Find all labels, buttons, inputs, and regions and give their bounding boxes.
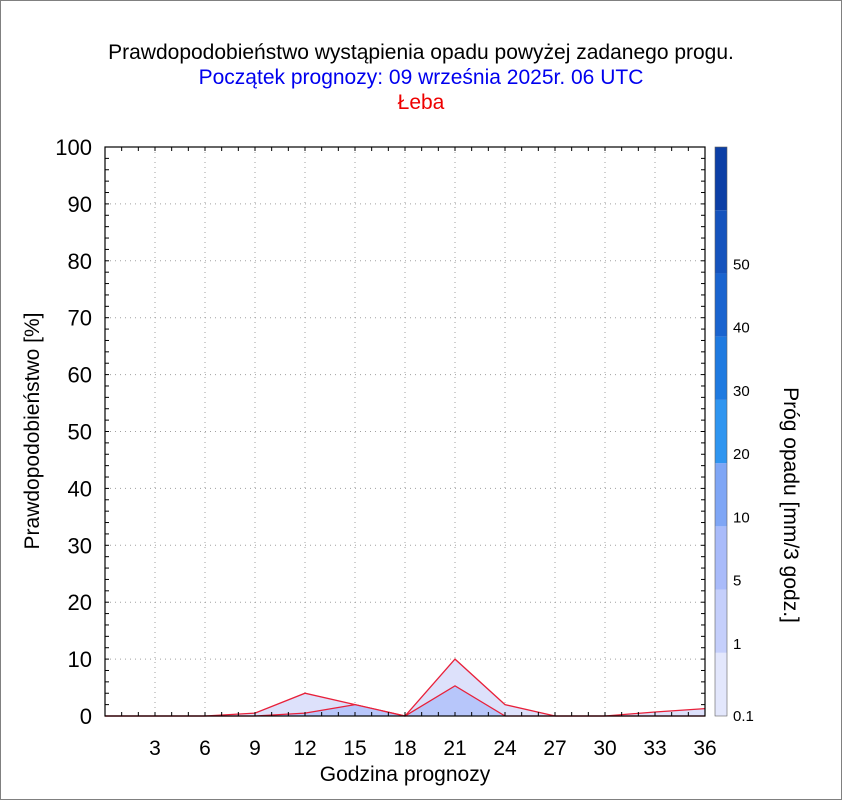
colorbar-segment bbox=[715, 652, 727, 716]
series-area-1 bbox=[105, 685, 705, 716]
colorbar: 0.1 1 5 10 20 30 40 50 bbox=[714, 146, 754, 725]
y-tick-label: 10 bbox=[68, 647, 92, 672]
x-tick-label: 9 bbox=[249, 737, 261, 760]
x-tick-label: 21 bbox=[443, 737, 466, 760]
x-tick-label: 12 bbox=[293, 737, 316, 760]
x-tick-label: 36 bbox=[693, 737, 716, 760]
y-tick-label: 80 bbox=[68, 249, 92, 274]
y-tick-label: 50 bbox=[68, 420, 92, 445]
colorbar-segment bbox=[715, 273, 727, 337]
colorbar-segment bbox=[715, 210, 727, 274]
x-tick-label: 27 bbox=[543, 737, 566, 760]
y-tick-label: 60 bbox=[68, 363, 92, 388]
colorbar-segment bbox=[715, 147, 727, 211]
colorbar-segment bbox=[715, 589, 727, 653]
colorbar-segment bbox=[715, 526, 727, 590]
colorbar-tick-label: 0.1 bbox=[733, 708, 754, 725]
y-axis-label: Prawdopodobieństwo [%] bbox=[21, 313, 44, 550]
colorbar-tick-label: 20 bbox=[733, 446, 750, 463]
x-tick-label: 6 bbox=[199, 737, 211, 760]
colorbar-tick-label: 40 bbox=[733, 320, 750, 337]
y-tick-label: 70 bbox=[68, 306, 92, 331]
x-tick-label: 30 bbox=[593, 737, 616, 760]
chart-titles: Prawdopodobieństwo wystąpienia opadu pow… bbox=[0, 40, 842, 115]
chart-location: Łeba bbox=[397, 91, 445, 114]
axes: 3 6 9 12 15 18 21 24 27 30 33 360102030405060708090… bbox=[55, 135, 716, 760]
grid bbox=[105, 146, 706, 716]
chart-title: Prawdopodobieństwo wystąpienia opadu pow… bbox=[108, 41, 734, 64]
series-line-1 bbox=[105, 685, 705, 717]
colorbar-tick-label: 30 bbox=[733, 383, 750, 400]
y-tick-label: 90 bbox=[68, 192, 92, 217]
colorbar-tick-label: 5 bbox=[733, 573, 741, 590]
colorbar-segment bbox=[715, 399, 727, 464]
y-tick-label: 20 bbox=[68, 590, 92, 615]
chart-subtitle: Początek prognozy: 09 września 2025r. 06… bbox=[198, 66, 644, 89]
colorbar-segment bbox=[715, 336, 727, 400]
y-tick-label: 40 bbox=[68, 476, 92, 501]
colorbar-border bbox=[714, 146, 728, 717]
y-tick-label: 0 bbox=[80, 704, 92, 729]
colorbar-segment bbox=[715, 463, 727, 527]
x-tick-label: 3 bbox=[149, 737, 161, 760]
x-axis-label: Godzina prognozy bbox=[320, 763, 491, 786]
colorbar-tick-label: 50 bbox=[733, 256, 750, 273]
y-tick-label: 100 bbox=[55, 135, 92, 160]
colorbar-tick-label: 10 bbox=[733, 509, 750, 526]
x-tick-label: 24 bbox=[493, 737, 517, 760]
x-tick-label: 15 bbox=[343, 737, 366, 760]
x-tick-label: 18 bbox=[393, 737, 416, 760]
x-tick-label: 33 bbox=[643, 737, 666, 760]
colorbar-label: Próg opadu [mm/3 godz.] bbox=[779, 387, 802, 623]
colorbar-tick-label: 1 bbox=[733, 636, 741, 653]
y-tick-label: 30 bbox=[68, 533, 92, 558]
